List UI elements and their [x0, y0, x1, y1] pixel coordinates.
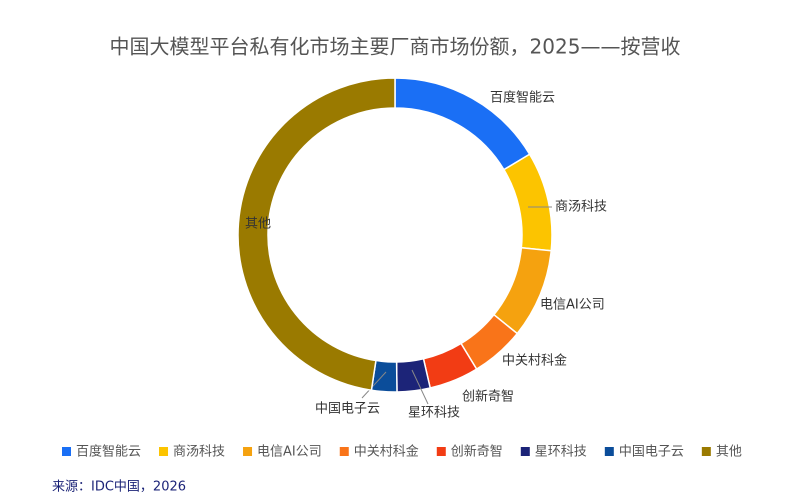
- legend-label: 星环科技: [535, 445, 587, 460]
- legend-label: 中国电子云: [619, 445, 684, 460]
- legend-swatch: [701, 447, 711, 456]
- segment-label: 创新奇智: [462, 389, 514, 405]
- segment-label: 星环科技: [408, 406, 460, 421]
- legend-swatch: [159, 447, 169, 456]
- legend-label: 电信AI公司: [257, 445, 322, 460]
- legend-swatch: [604, 447, 614, 456]
- legend-label: 其他: [716, 445, 742, 460]
- donut-segment: [502, 153, 553, 252]
- donut-segment: [237, 77, 396, 392]
- legend-swatch: [62, 447, 71, 456]
- legend-label: 百度智能云: [76, 444, 141, 460]
- legend-swatch: [243, 447, 253, 456]
- leader-line: [361, 371, 387, 399]
- segment-label: 中关村科金: [502, 353, 567, 369]
- legend-label: 商汤科技: [173, 445, 225, 460]
- legend-swatch: [339, 447, 349, 456]
- segment-label: 电信AI公司: [540, 298, 605, 313]
- segment-label: 百度智能云: [490, 90, 555, 106]
- segment-label: 中国电子云: [315, 402, 380, 417]
- chart-title: 中国大模型平台私有化市场主要厂商市场份额，2025——按营收: [110, 35, 681, 59]
- leader-line: [411, 369, 429, 405]
- segment-label: 其他: [245, 217, 271, 232]
- legend-label: 中关村科金: [354, 444, 419, 460]
- donut-segment: [395, 357, 432, 393]
- legend-label: 创新奇智: [451, 444, 503, 460]
- legend-swatch: [436, 447, 446, 456]
- legend-swatch: [520, 447, 530, 456]
- donut-segment: [492, 246, 553, 335]
- segment-label: 商汤科技: [555, 200, 607, 215]
- source: 来源：IDC中国，2026: [52, 480, 186, 495]
